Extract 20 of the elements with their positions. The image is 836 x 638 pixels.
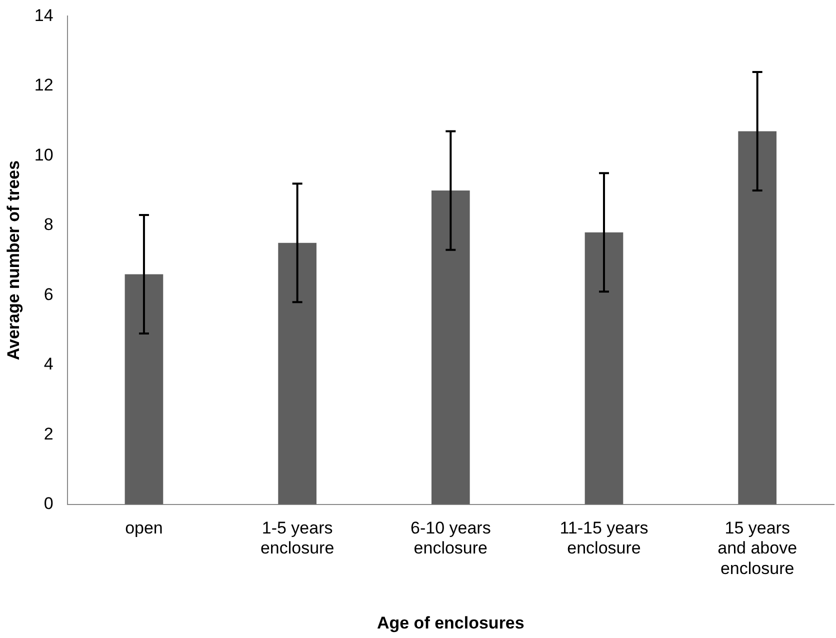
y-tick-label: 10: [34, 145, 54, 164]
bar: [738, 131, 776, 504]
y-tick-label: 0: [44, 494, 54, 514]
y-tick-label: 8: [44, 215, 54, 234]
bar: [278, 242, 316, 504]
y-tick-label: 6: [44, 284, 54, 304]
y-tick-label: 4: [44, 354, 54, 374]
x-tick-label: 6-10 years enclosure: [410, 518, 491, 558]
bar: [124, 274, 164, 504]
x-tick-label: 15 years and above enclosure: [718, 518, 798, 578]
bar: [584, 232, 624, 504]
y-tick-label: 14: [34, 6, 54, 25]
x-tick-label: 1-5 years enclosure: [260, 518, 334, 558]
y-axis-title: Average number of trees: [4, 160, 23, 360]
x-axis-title: Age of enclosures: [376, 613, 524, 632]
x-tick-label: open: [125, 518, 163, 538]
bar: [431, 190, 470, 504]
y-tick-label: 2: [44, 424, 54, 444]
y-tick-label: 12: [34, 76, 54, 95]
x-tick-label: 11-15 years enclosure: [560, 518, 648, 558]
